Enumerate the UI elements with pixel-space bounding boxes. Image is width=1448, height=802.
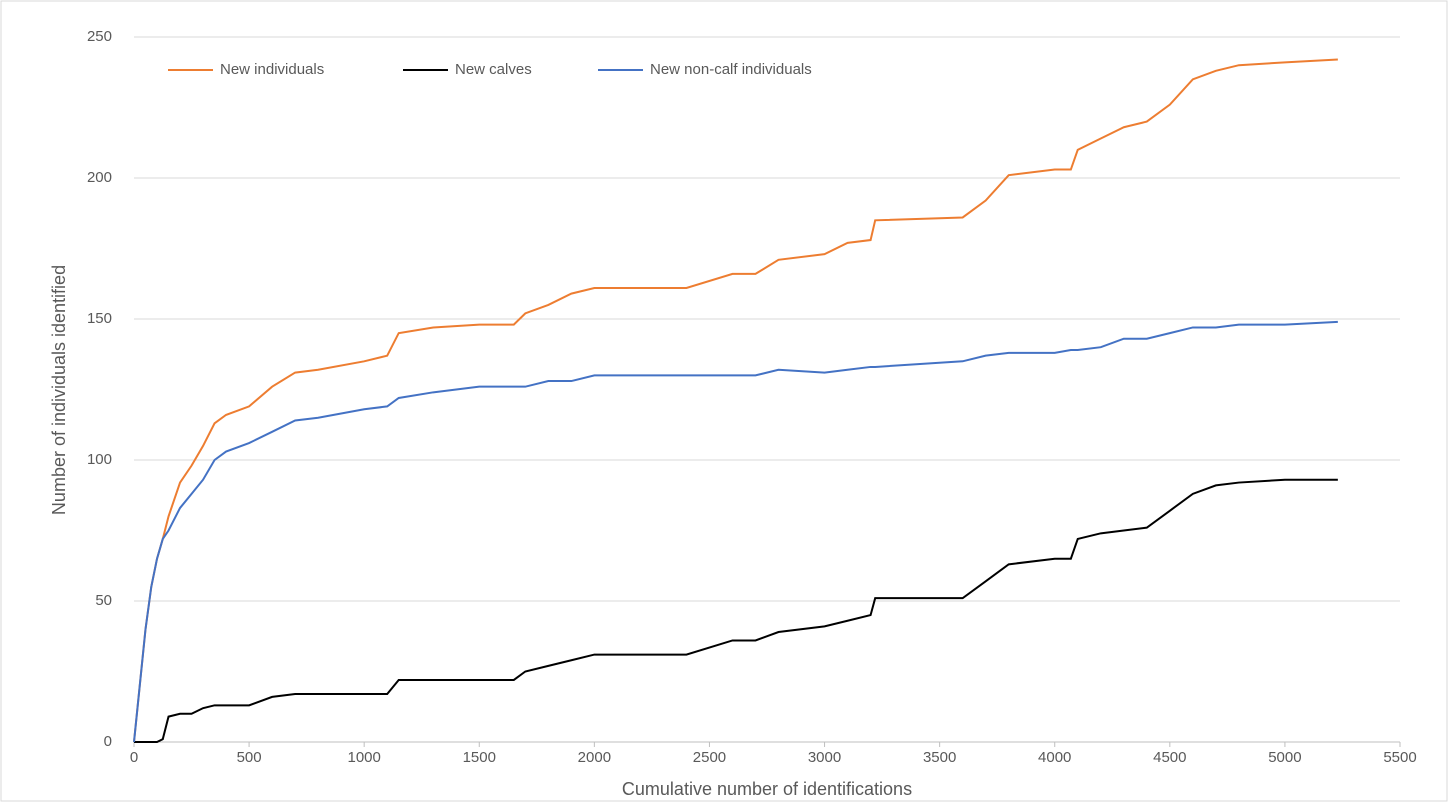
y-tick-label: 50 bbox=[95, 592, 112, 609]
x-tick-label: 1500 bbox=[463, 749, 496, 766]
series-line bbox=[134, 478, 1338, 743]
legend-label: New individuals bbox=[220, 61, 324, 78]
series-line bbox=[133, 58, 1338, 743]
y-tick-label: 200 bbox=[87, 169, 112, 186]
x-tick-label: 4500 bbox=[1153, 749, 1186, 766]
y-axis-title: Number of individuals identified bbox=[49, 265, 69, 515]
x-tick-label: 2000 bbox=[578, 749, 611, 766]
x-tick-label: 1000 bbox=[347, 749, 380, 766]
x-tick-label: 0 bbox=[130, 749, 138, 766]
x-tick-label: 500 bbox=[237, 749, 262, 766]
x-tick-label: 5500 bbox=[1383, 749, 1416, 766]
y-tick-label: 150 bbox=[87, 310, 112, 327]
legend-label: New non-calf individuals bbox=[650, 61, 812, 78]
x-axis-title: Cumulative number of identifications bbox=[622, 779, 912, 799]
y-tick-label: 250 bbox=[87, 28, 112, 45]
y-tick-label: 100 bbox=[87, 451, 112, 468]
y-tick-label: 0 bbox=[104, 733, 112, 750]
x-tick-label: 4000 bbox=[1038, 749, 1071, 766]
x-tick-label: 3000 bbox=[808, 749, 841, 766]
x-tick-label: 5000 bbox=[1268, 749, 1301, 766]
series-line bbox=[133, 320, 1338, 743]
x-tick-label: 3500 bbox=[923, 749, 956, 766]
legend-label: New calves bbox=[455, 61, 532, 78]
x-tick-label: 2500 bbox=[693, 749, 726, 766]
